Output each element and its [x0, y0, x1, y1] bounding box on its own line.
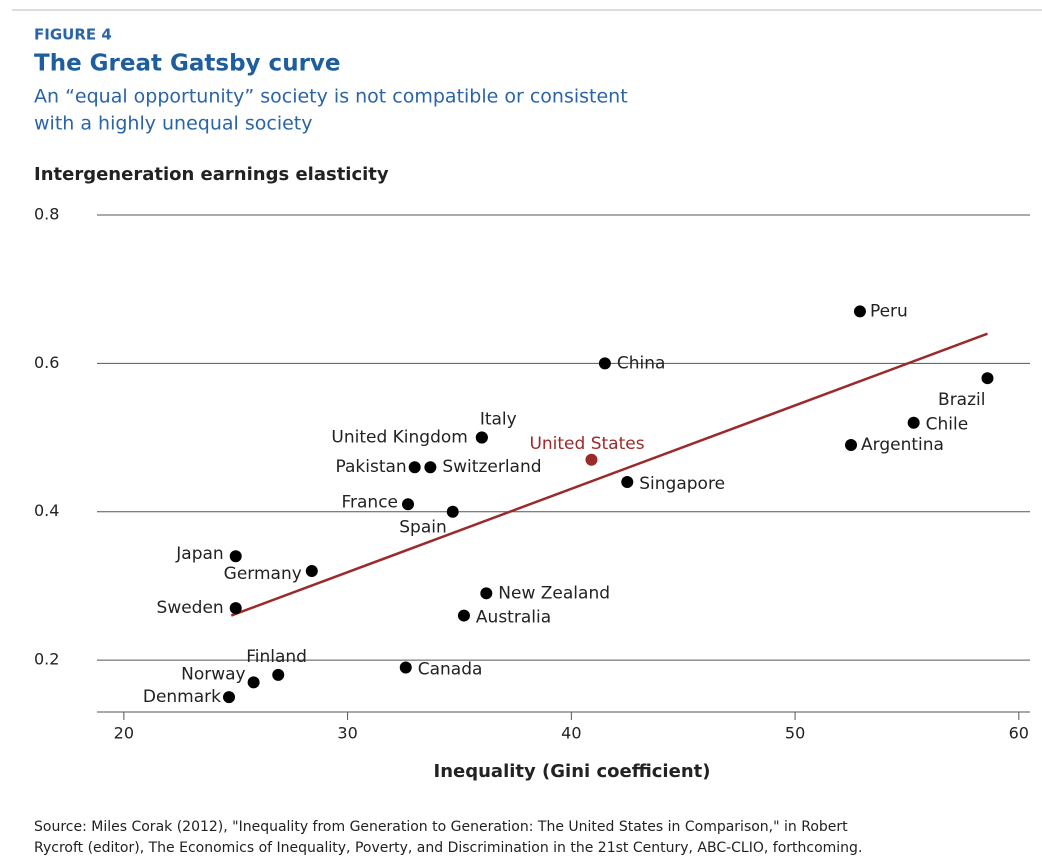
point-label: Spain [399, 518, 447, 538]
point-label: Argentina [861, 435, 944, 455]
point [229, 602, 242, 615]
point-label: China [617, 353, 666, 373]
point [621, 476, 634, 489]
point-label: Japan [175, 544, 223, 564]
point-label: Singapore [639, 474, 725, 494]
point [402, 498, 414, 511]
point-label: France [341, 492, 398, 512]
point [853, 305, 866, 318]
y-tick-label: 0.2 [34, 650, 59, 669]
point-label: Pakistan [336, 457, 407, 477]
x-tick-label: 40 [561, 724, 581, 743]
point [424, 461, 437, 474]
point [223, 691, 236, 704]
point-label: Peru [870, 301, 908, 321]
point [457, 609, 470, 622]
x-tick-label: 50 [785, 724, 805, 743]
point-label: Australia [476, 608, 551, 628]
point [585, 453, 598, 466]
point [272, 668, 285, 681]
point [845, 438, 858, 451]
x-tick-label: 30 [337, 724, 357, 743]
point [907, 416, 920, 429]
figure-label: FIGURE 4 [34, 26, 112, 44]
chart-title: The Great Gatsby curve [34, 51, 341, 77]
trend-line [230, 332, 988, 617]
point-label: Chile [926, 415, 969, 435]
x-tick-label: 20 [114, 724, 134, 743]
point [408, 461, 421, 474]
point [480, 587, 493, 600]
point-label: Germany [224, 564, 302, 584]
point-label: Finland [246, 647, 307, 667]
point-label: Canada [418, 659, 483, 679]
point-label: New Zealand [498, 583, 610, 603]
x-tick-label: 60 [1009, 724, 1029, 743]
point [229, 550, 242, 563]
point-label: Norway [181, 664, 246, 684]
point [475, 431, 488, 444]
y-tick-label: 0.6 [34, 353, 59, 372]
point-label: United Kingdom [331, 428, 467, 448]
y-axis-label: Intergeneration earnings elasticity [34, 164, 389, 185]
point [446, 505, 459, 518]
subtitle: with a highly unequal society [34, 113, 313, 135]
point-label: Switzerland [442, 457, 541, 477]
point-label: Sweden [157, 598, 224, 618]
point-label: Italy [480, 410, 517, 430]
point-label: Brazil [938, 390, 985, 410]
subtitle: An “equal opportunity” society is not co… [34, 86, 628, 108]
source: Rycroft (editor), The Economics of Inequ… [34, 840, 862, 856]
point-label: Denmark [143, 687, 221, 707]
point [598, 357, 611, 370]
x-axis-label: Inequality (Gini coefficient) [434, 761, 711, 782]
source: Source: Miles Corak (2012), "Inequality … [34, 819, 848, 835]
point [399, 661, 412, 674]
point [305, 565, 318, 578]
y-tick-label: 0.8 [34, 205, 59, 224]
point [247, 676, 260, 689]
y-tick-label: 0.4 [34, 501, 59, 520]
point [981, 372, 994, 385]
point-label: United States [529, 434, 644, 454]
